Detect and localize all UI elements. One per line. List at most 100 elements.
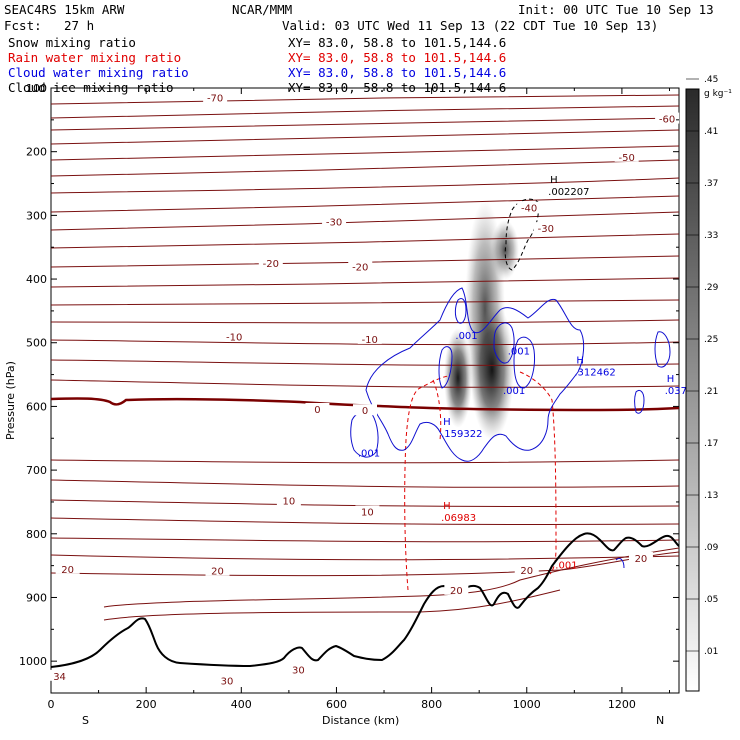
mixing-ratio-value-label: .001 [503, 386, 525, 397]
contour-label-bg [614, 150, 639, 162]
contour-label-bg [348, 260, 373, 272]
maximum-marker: H [443, 501, 451, 512]
valid-time: Valid: 03 UTC Wed 11 Sep 13 (22 CDT Tue … [282, 18, 658, 33]
temperature-contour-label: 0 [314, 405, 320, 416]
y-axis-title: Pressure (hPa) [4, 361, 17, 440]
x-tick-label: 0 [48, 698, 55, 711]
contour-label-bg [322, 215, 347, 227]
field-label-snow: Snow mixing ratio [8, 35, 136, 50]
mixing-ratio-value-label: .002207 [548, 187, 589, 198]
snow-ice-shading [444, 200, 519, 440]
temperature-contour-label: 20 [520, 566, 533, 577]
y-tick-label: 300 [26, 209, 47, 222]
temperature-contour-label: -50 [618, 153, 634, 164]
temperature-contour-label: 20 [450, 586, 463, 597]
x-tick-label: 600 [326, 698, 347, 711]
mixing-ratio-value-label: .06983 [441, 513, 476, 524]
y-tick-label: 200 [26, 146, 47, 159]
x-end-label-south: S [82, 714, 89, 727]
temperature-contours [51, 94, 679, 621]
field-label-rain: Rain water mixing ratio [8, 50, 181, 65]
temperature-contour-label: 34 [53, 672, 66, 683]
contour-label-bg [276, 494, 301, 506]
colorbar-level-label: .29 [704, 283, 719, 293]
colorbar-level-label: .01 [704, 647, 718, 657]
y-tick-label: 900 [26, 591, 47, 604]
x-tick-label: 400 [231, 698, 252, 711]
temperature-contour-label: 30 [221, 676, 234, 687]
colorbar-body [685, 88, 700, 692]
mixing-ratio-value-label: .001 [555, 560, 577, 571]
maximum-marker: H [576, 355, 584, 366]
maximum-marker: H [443, 417, 451, 428]
temperature-contour-label: 20 [61, 565, 74, 576]
contour-label-bg [258, 257, 283, 269]
contour-label-bg [286, 663, 311, 675]
temperature-contour-label: -30 [326, 218, 342, 229]
mixing-ratio-value-label: .001 [455, 331, 477, 342]
y-tick-label: 600 [26, 400, 47, 413]
colorbar-level-label: .37 [704, 179, 718, 189]
mixing-ratio-value-label: .03757 [665, 386, 700, 397]
temperature-contour-label: -10 [226, 332, 242, 343]
colorbar-level-label: .33 [704, 231, 718, 241]
x-axis: 0 200 400 600 800 1000 1200 [48, 88, 670, 711]
colorbar-level-label: .05 [704, 595, 718, 605]
mixing-ratio-value-label: .159322 [441, 429, 482, 440]
temperature-contour-label: 10 [361, 508, 374, 519]
plot-frame [50, 87, 680, 694]
colorbar-level-label: .41 [704, 127, 718, 137]
temperature-contour-label: -70 [207, 94, 223, 105]
y-tick-label: 500 [26, 337, 47, 350]
contour-label-bg [517, 201, 542, 213]
field-xy-cloud-water: XY= 83.0, 58.8 to 101.5,144.6 [288, 65, 506, 80]
model-title: SEAC4RS 15km ARW [4, 2, 125, 17]
x-tick-label: 200 [136, 698, 157, 711]
field-label-cloud-water: Cloud water mixing ratio [8, 65, 189, 80]
temperature-contour-label: -20 [263, 259, 279, 270]
contour-label-bg [628, 551, 653, 563]
y-tick-label: 400 [26, 273, 47, 286]
temperature-contour-label: -20 [352, 262, 368, 273]
y-tick-label: 800 [26, 528, 47, 541]
contour-label-bg [355, 505, 380, 517]
x-axis-title: Distance (km) [322, 714, 399, 727]
temperature-contour-label: -40 [521, 204, 537, 215]
forecast-hours: 27 h [64, 18, 94, 33]
cloud-water-contours [350, 287, 671, 569]
temperature-contour-label: 0 [362, 406, 368, 417]
colorbar-level-label: .09 [704, 543, 719, 553]
temperature-contour-label: 20 [635, 554, 648, 565]
mixing-ratio-value-label: .001 [358, 448, 380, 459]
contour-label-bg [655, 112, 680, 124]
org-name: NCAR/MMM [232, 2, 292, 17]
contour-label-bg [514, 564, 539, 576]
x-end-label-north: N [656, 714, 664, 727]
init-time: Init: 00 UTC Tue 10 Sep 13 [518, 2, 714, 17]
field-xy-snow: XY= 83.0, 58.8 to 101.5,144.6 [288, 35, 506, 50]
contour-label-bg [444, 583, 469, 595]
contour-label-bg [215, 674, 240, 686]
colorbar-level-label: .25 [704, 335, 718, 345]
forecast-label: Fcst: [4, 18, 42, 33]
y-tick-label: 1000 [19, 655, 47, 668]
temperature-contour-label: -30 [538, 224, 554, 235]
colorbar-level-label: .17 [704, 439, 718, 449]
contour-label-bg [357, 332, 382, 344]
temperature-contour-label: 20 [211, 567, 224, 578]
x-tick-label: 1200 [608, 698, 636, 711]
temperature-contour-label: -10 [362, 335, 378, 346]
contour-label-bg [47, 669, 72, 681]
mixing-ratio-value-label: .312462 [574, 367, 615, 378]
contour-label-bg [55, 562, 80, 574]
mixing-ratio-value-label: .001 [508, 346, 530, 357]
colorbar-level-label: .45 [704, 75, 718, 85]
contour-label-bg [305, 402, 330, 414]
temperature-contour-label: 30 [292, 665, 305, 676]
maximum-marker: H [667, 374, 675, 385]
colorbar-level-label: .13 [704, 491, 718, 501]
colorbar: g kg⁻¹ .01 .05 .09 .13 .17 .21 .25 .29 .33 .37 .41… [685, 75, 732, 692]
temperature-contour-label: 10 [283, 497, 296, 508]
